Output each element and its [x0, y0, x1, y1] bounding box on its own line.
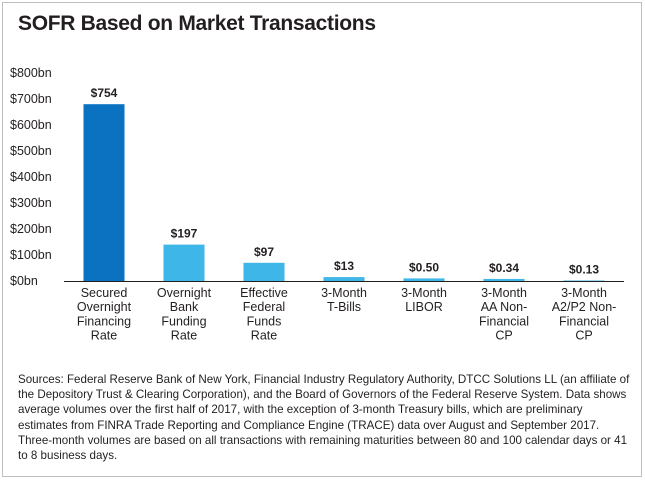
x-tick-label: Federal	[243, 300, 285, 314]
bar	[483, 278, 525, 281]
bar	[243, 262, 285, 281]
value-labels: $754 $197 $97 $13 $0.50 $0.34 $0.13	[91, 86, 600, 276]
x-tick-label: CP	[495, 329, 512, 343]
x-tick-label: Funds	[247, 314, 282, 328]
y-tick-label: $800bn	[10, 66, 52, 80]
y-axis: $0bn $100bn $200bn $300bn $400bn $500bn $600bn…	[10, 66, 52, 288]
category-labels: SecuredOvernightFinancingRateOvernightBa…	[77, 286, 616, 343]
x-tick-label: Financial	[559, 314, 609, 328]
y-tick-label: $200bn	[10, 222, 52, 236]
chart-frame	[2, 2, 642, 477]
x-tick-label: AA Non-	[481, 300, 528, 314]
x-tick-label: Funding	[161, 314, 206, 328]
x-tick-label: Secured	[81, 286, 128, 300]
x-tick-label: 3-Month	[561, 286, 607, 300]
x-tick-label: T-Bills	[327, 300, 361, 314]
bar	[563, 280, 605, 281]
y-tick-label: $300bn	[10, 196, 52, 210]
y-tick-label: $700bn	[10, 92, 52, 106]
y-tick-label: $0bn	[10, 274, 38, 288]
bar	[323, 277, 365, 281]
x-tick-label: Overnight	[157, 286, 212, 300]
y-tick-label: $100bn	[10, 248, 52, 262]
x-tick-label: 3-Month	[401, 286, 447, 300]
x-tick-label: CP	[575, 329, 592, 343]
bar-chart: $0bn $100bn $200bn $300bn $400bn $500bn $600bn…	[10, 66, 624, 343]
data-label: $0.13	[569, 262, 599, 276]
x-tick-label: Financial	[479, 314, 529, 328]
data-label: $754	[91, 86, 118, 100]
data-label: $13	[334, 259, 354, 273]
x-tick-label: Bank	[170, 300, 199, 314]
data-label: $197	[171, 227, 198, 241]
x-tick-label: Overnight	[77, 300, 132, 314]
x-tick-label: A2/P2 Non-	[552, 300, 617, 314]
data-label: $97	[254, 245, 274, 259]
chart-title: SOFR Based on Market Transactions	[18, 12, 376, 35]
x-tick-label: 3-Month	[481, 286, 527, 300]
x-tick-label: LIBOR	[405, 300, 443, 314]
x-tick-label: Rate	[91, 329, 117, 343]
data-label: $0.34	[489, 261, 519, 275]
data-label: $0.50	[409, 260, 439, 274]
y-tick-label: $400bn	[10, 170, 52, 184]
bar	[83, 104, 125, 281]
x-tick-label: 3-Month	[321, 286, 367, 300]
x-tick-label: Rate	[251, 329, 277, 343]
y-tick-label: $600bn	[10, 118, 52, 132]
y-tick-label: $500bn	[10, 144, 52, 158]
bar	[163, 244, 205, 281]
x-tick-label: Rate	[171, 329, 197, 343]
source-note: Sources: Federal Reserve Bank of New Yor…	[18, 373, 630, 463]
bar	[403, 278, 445, 281]
x-tick-label: Effective	[240, 286, 288, 300]
x-tick-label: Financing	[77, 314, 131, 328]
bars	[83, 104, 605, 281]
